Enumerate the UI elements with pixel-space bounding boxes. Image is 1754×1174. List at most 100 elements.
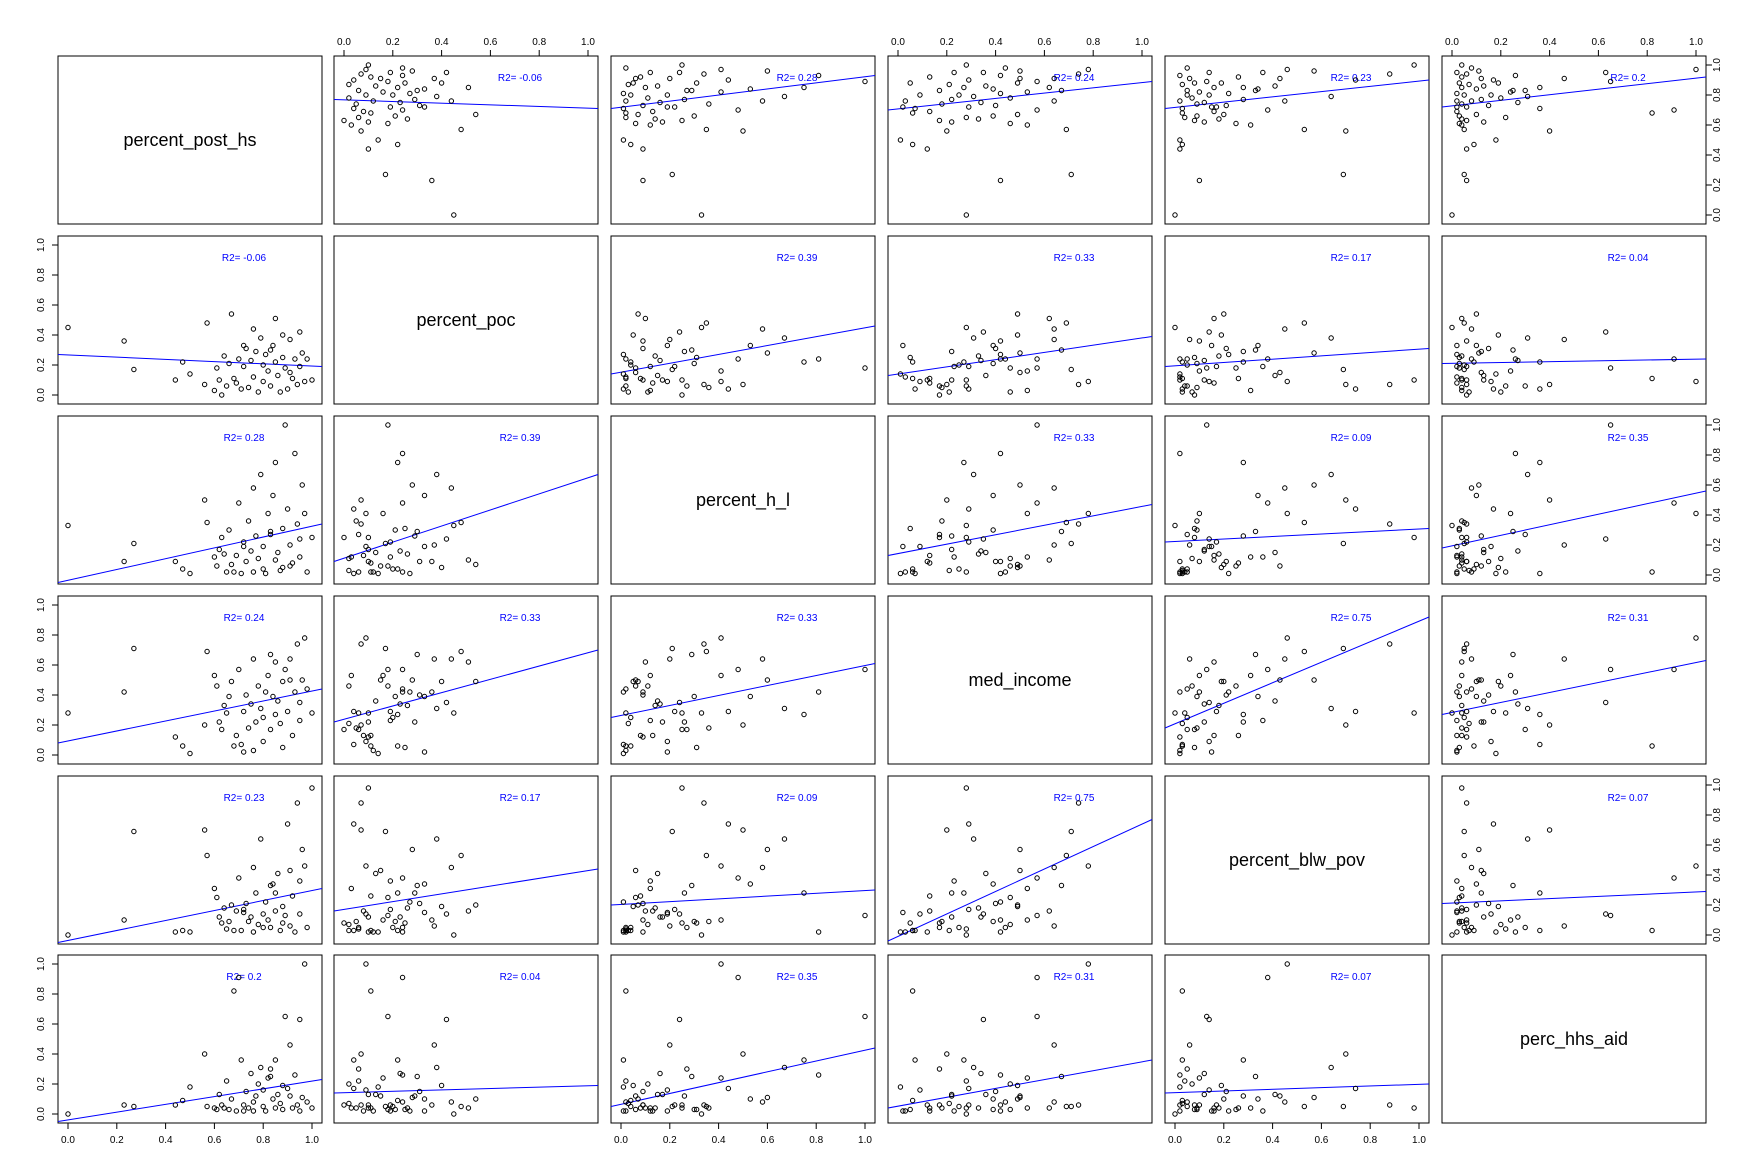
data-point: [187, 929, 193, 935]
data-point: [623, 98, 629, 104]
data-point: [689, 87, 695, 94]
data-point: [1247, 387, 1254, 394]
data-point: [1085, 863, 1092, 869]
data-point: [1265, 107, 1271, 113]
data-point: [1449, 324, 1455, 331]
data-point: [623, 1078, 629, 1084]
panel-frame-3-2: [610, 595, 876, 765]
data-point: [625, 81, 632, 88]
data-point: [363, 66, 369, 73]
data-point: [392, 693, 398, 700]
data-point: [1240, 1093, 1247, 1099]
data-point: [275, 698, 281, 704]
data-point: [1481, 698, 1487, 704]
data-point: [990, 342, 996, 349]
data-point: [270, 693, 276, 700]
data-point: [448, 1099, 455, 1105]
data-point: [448, 656, 455, 662]
data-point: [1454, 909, 1460, 916]
data-point: [243, 558, 249, 565]
data-point: [983, 1091, 989, 1098]
data-point: [1473, 693, 1480, 700]
data-point: [1693, 378, 1699, 385]
data-point: [201, 381, 208, 388]
data-point: [1223, 345, 1229, 352]
data-point: [1213, 539, 1220, 545]
data-point: [1260, 1108, 1266, 1114]
data-point: [679, 377, 685, 383]
data-point: [1223, 102, 1229, 109]
data-point: [431, 1042, 437, 1048]
data-point: [764, 846, 771, 853]
data-point: [1476, 846, 1482, 853]
data-point: [1607, 365, 1614, 371]
r2-label-5-0: R2= 0.2: [226, 972, 262, 983]
data-point: [240, 909, 247, 916]
data-point: [1014, 111, 1021, 118]
data-point: [1495, 903, 1502, 910]
r2-label-4-1: R2= 0.17: [500, 793, 541, 804]
data-point: [1017, 482, 1023, 488]
data-point: [284, 1085, 291, 1092]
data-point: [647, 878, 653, 884]
data-point: [1507, 368, 1514, 374]
panel-frame-5-5: [1441, 954, 1707, 1124]
data-point: [287, 656, 293, 662]
data-point: [399, 1099, 406, 1105]
data-point: [260, 911, 266, 917]
data-point: [363, 1087, 369, 1093]
data-point: [701, 71, 707, 77]
data-point: [1017, 867, 1023, 874]
data-point: [966, 363, 972, 370]
data-point: [1488, 738, 1494, 745]
data-point: [243, 900, 249, 907]
data-point: [632, 369, 639, 376]
data-point: [1490, 821, 1497, 827]
data-point: [1463, 521, 1470, 527]
data-point: [1328, 705, 1334, 712]
data-point: [1461, 171, 1467, 178]
panel-frame-4-1: [333, 775, 599, 945]
data-point: [642, 84, 649, 91]
data-point: [1184, 65, 1190, 71]
data-point: [353, 1105, 359, 1111]
data-point: [1204, 365, 1210, 371]
x-tick-label: 1.0: [305, 1135, 319, 1146]
data-point: [294, 381, 301, 388]
data-point: [936, 531, 943, 538]
data-point: [429, 1102, 435, 1108]
data-point: [632, 1093, 639, 1099]
r2-label-0-5: R2= 0.2: [1610, 73, 1646, 84]
data-point: [676, 911, 683, 917]
panel-frame-0-4: [1164, 55, 1430, 225]
data-point: [1411, 62, 1417, 68]
data-point: [299, 1094, 305, 1101]
data-point: [1014, 80, 1021, 86]
data-point: [1196, 1102, 1203, 1108]
data-point: [1206, 543, 1212, 550]
data-point: [1459, 534, 1465, 541]
data-point: [997, 72, 1004, 79]
data-point: [223, 383, 230, 389]
r2-label-1-0: R2= -0.06: [222, 253, 267, 264]
data-point: [725, 77, 732, 83]
data-point: [1485, 900, 1492, 907]
data-point: [201, 1051, 208, 1057]
x-tick-label: 0.4: [1266, 1135, 1280, 1146]
data-point: [740, 827, 746, 833]
data-point: [815, 689, 822, 695]
data-point: [963, 212, 970, 218]
data-point: [409, 846, 416, 853]
data-point: [238, 1057, 244, 1063]
data-point: [1515, 701, 1521, 707]
data-point: [966, 906, 972, 913]
data-point: [1387, 1102, 1393, 1108]
r2-label-4-3: R2= 0.75: [1054, 793, 1095, 804]
data-point: [404, 551, 411, 557]
data-point: [358, 800, 364, 806]
data-point: [267, 1066, 274, 1072]
data-point: [394, 84, 401, 91]
data-point: [966, 821, 972, 827]
data-point: [1561, 542, 1567, 548]
data-point: [1211, 552, 1217, 559]
